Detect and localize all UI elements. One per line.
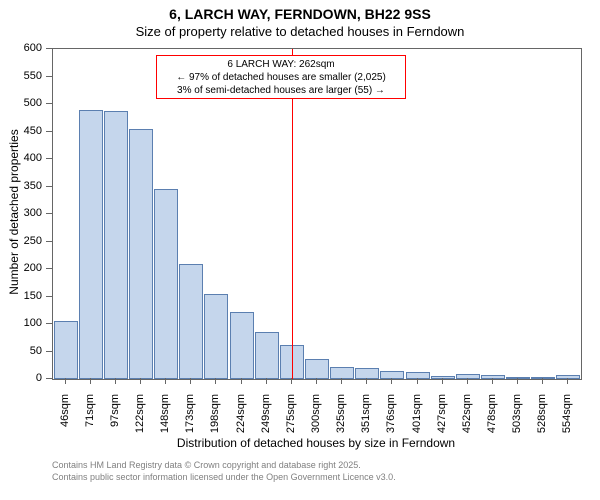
x-tick [90,378,91,384]
x-tick [140,378,141,384]
histogram-bar [79,110,103,380]
y-tick [46,76,52,77]
annotation-line: ← 97% of detached houses are smaller (2,… [161,71,401,84]
x-tick [215,378,216,384]
histogram-bar [305,359,329,379]
y-tick-label: 400 [0,152,42,164]
x-tick [467,378,468,384]
histogram-bar [104,111,128,379]
x-tick [417,378,418,384]
plot-area: 6 LARCH WAY: 262sqm← 97% of detached hou… [52,48,582,380]
y-tick-label: 300 [0,207,42,219]
annotation-line: 6 LARCH WAY: 262sqm [161,58,401,71]
x-tick [442,378,443,384]
y-tick-label: 150 [0,290,42,302]
y-tick-label: 50 [0,345,42,357]
y-tick [46,241,52,242]
y-tick-label: 100 [0,317,42,329]
chart-container: 6, LARCH WAY, FERNDOWN, BH22 9SS Size of… [0,0,600,500]
y-tick [46,213,52,214]
x-tick [366,378,367,384]
y-tick-label: 500 [0,97,42,109]
x-tick [291,378,292,384]
y-tick [46,48,52,49]
annotation-box: 6 LARCH WAY: 262sqm← 97% of detached hou… [156,55,406,99]
y-tick [46,268,52,269]
footer-line1: Contains HM Land Registry data © Crown c… [52,460,361,470]
x-tick [517,378,518,384]
histogram-bar [556,375,580,379]
histogram-bar [230,312,254,379]
y-tick-label: 0 [0,372,42,384]
y-tick-label: 250 [0,235,42,247]
histogram-bar [255,332,279,379]
y-tick [46,103,52,104]
y-tick [46,131,52,132]
x-tick [341,378,342,384]
histogram-bar [179,264,203,380]
x-tick [567,378,568,384]
y-tick [46,296,52,297]
y-tick-label: 200 [0,262,42,274]
y-tick [46,378,52,379]
y-tick-label: 350 [0,180,42,192]
histogram-bar [380,371,404,379]
chart-title-line1: 6, LARCH WAY, FERNDOWN, BH22 9SS [0,6,600,22]
y-tick [46,186,52,187]
x-tick [190,378,191,384]
x-tick [266,378,267,384]
x-tick [115,378,116,384]
y-tick [46,323,52,324]
x-tick [391,378,392,384]
x-tick [316,378,317,384]
x-tick [165,378,166,384]
x-axis-title: Distribution of detached houses by size … [52,436,580,450]
histogram-bar [431,376,455,379]
chart-title-line2: Size of property relative to detached ho… [0,24,600,39]
y-tick-label: 600 [0,42,42,54]
histogram-bar [456,374,480,380]
y-tick [46,158,52,159]
histogram-bar [54,321,78,379]
histogram-bar [154,189,178,379]
histogram-bar [129,129,153,379]
histogram-bar [204,294,228,379]
x-tick [492,378,493,384]
histogram-bar [406,372,430,379]
y-tick-label: 550 [0,70,42,82]
x-tick [542,378,543,384]
footer-line2: Contains public sector information licen… [52,472,396,482]
x-tick [241,378,242,384]
x-tick [65,378,66,384]
y-tick-label: 450 [0,125,42,137]
y-tick [46,351,52,352]
annotation-line: 3% of semi-detached houses are larger (5… [161,84,401,97]
